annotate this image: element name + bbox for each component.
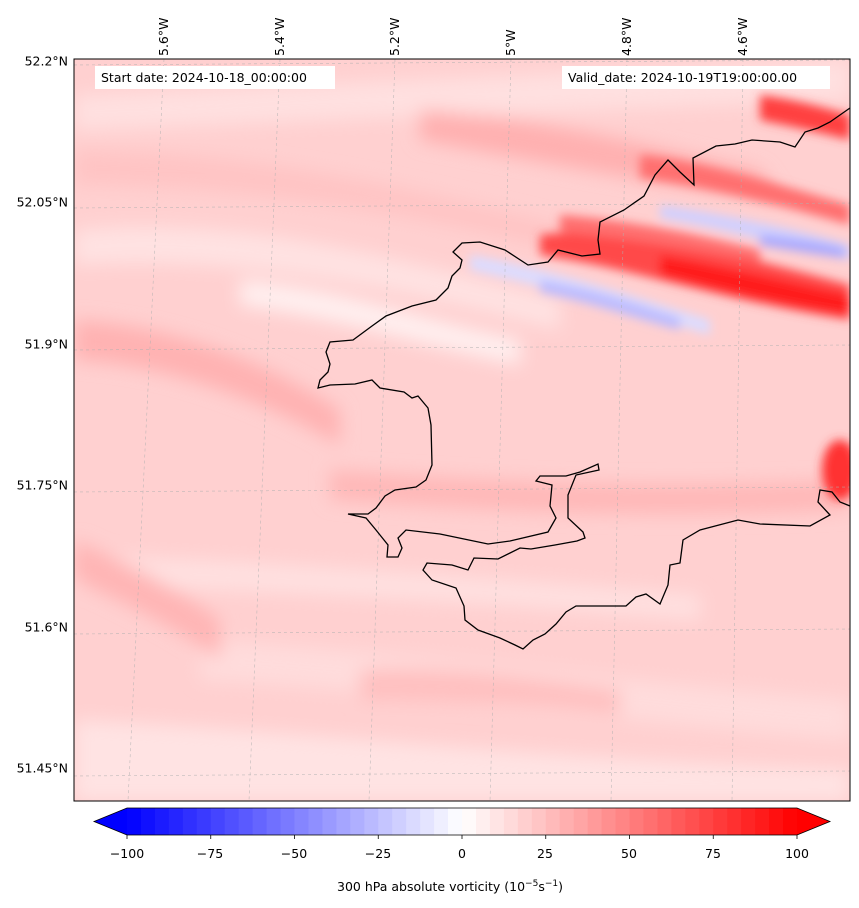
colorbar-segment: [783, 808, 798, 835]
colorbar-segment: [573, 808, 589, 835]
colorbar: [92, 807, 832, 839]
colorbar-segment: [350, 808, 365, 835]
colorbar-segment: [448, 808, 463, 835]
lon-label: 4.6°W: [735, 17, 750, 57]
colorbar-segment: [769, 808, 784, 835]
colorbar-segment: [127, 808, 142, 835]
colorbar-segment: [210, 808, 226, 835]
colorbar-segment: [755, 808, 770, 835]
colorbar-tick-label: 0: [458, 846, 466, 861]
colorbar-segment: [545, 808, 561, 835]
valid-date-label: Valid_date: 2024-10-19T19:00:00.00: [568, 70, 798, 85]
colorbar-segment: [322, 808, 337, 835]
colorbar-segment: [503, 808, 519, 835]
colorbar-segment: [713, 808, 728, 835]
start-date-label: Start date: 2024-10-18_00:00:00: [101, 70, 307, 85]
start-date-box: [95, 66, 335, 89]
vorticity-field: [74, 59, 850, 801]
colorbar-title-exp2: −1: [544, 879, 559, 889]
colorbar-tick-label: 75: [705, 846, 721, 861]
colorbar-segment: [601, 808, 617, 835]
lat-label: 51.9°N: [24, 336, 68, 352]
graticule: [74, 59, 850, 801]
lon-label: 5.2°W: [387, 17, 402, 57]
coastline: [317, 107, 850, 650]
colorbar-segment: [266, 808, 282, 835]
colorbar-segment: [392, 808, 407, 835]
lon-label: 5°W: [503, 29, 518, 56]
colorbar-segment: [182, 808, 198, 835]
colorbar-segment: [252, 808, 268, 835]
colorbar-extend-min: [94, 808, 127, 835]
colorbar-segment: [420, 808, 435, 835]
colorbar-segment: [434, 808, 449, 835]
colorbar-segment: [741, 808, 756, 835]
lat-label: 51.75°N: [16, 477, 68, 493]
colorbar-segment: [462, 808, 477, 835]
colorbar-segment: [406, 808, 421, 835]
colorbar-segment: [699, 808, 714, 835]
colorbar-tick-label: −100: [109, 846, 145, 861]
colorbar-tick-label: 100: [785, 846, 809, 861]
colorbar-segment: [489, 808, 505, 835]
colorbar-segment: [336, 808, 351, 835]
lat-label: 52.05°N: [16, 194, 68, 210]
colorbar-segment: [517, 808, 533, 835]
colorbar-segment: [685, 808, 700, 835]
colorbar-segment: [727, 808, 742, 835]
colorbar-extend-max: [797, 808, 830, 835]
colorbar-tick-label: −75: [196, 846, 224, 861]
colorbar-segment: [615, 808, 631, 835]
axes-frame: [73, 58, 851, 802]
lat-label: 52.2°N: [24, 53, 68, 69]
colorbar-segment: [294, 808, 310, 835]
colorbar-segment: [629, 808, 645, 835]
colorbar-segment: [587, 808, 603, 835]
colorbar-segment: [196, 808, 212, 835]
colorbar-segment: [140, 808, 156, 835]
colorbar-segment: [154, 808, 170, 835]
colorbar-title-exp1: −5: [525, 879, 539, 889]
colorbar-title: 300 hPa absolute vorticity (10−5s−1): [337, 879, 563, 894]
colorbar-segment: [308, 808, 324, 835]
colorbar-tick-label: 50: [621, 846, 637, 861]
colorbar-tick-label: −25: [364, 846, 392, 861]
valid-date-box: [562, 66, 830, 89]
colorbar-segment: [531, 808, 547, 835]
colorbar-title-text: 300 hPa absolute vorticity (10: [337, 879, 526, 895]
colorbar-title-mid: s: [538, 879, 545, 895]
colorbar-tick-label: 25: [537, 846, 553, 861]
colorbar-segment: [364, 808, 379, 835]
colorbar-segment: [671, 808, 686, 835]
colorbar-segment: [168, 808, 184, 835]
colorbar-segment: [238, 808, 254, 835]
colorbar-segment: [378, 808, 393, 835]
lon-label: 5.6°W: [156, 17, 171, 57]
colorbar-segment: [224, 808, 240, 835]
colorbar-segment: [657, 808, 672, 835]
lat-label: 51.6°N: [24, 619, 68, 635]
colorbar-segment: [475, 808, 491, 835]
lon-label: 5.4°W: [272, 17, 287, 57]
colorbar-segment: [643, 808, 659, 835]
colorbar-title-end: ): [558, 879, 564, 895]
colorbar-segment: [280, 808, 296, 835]
lon-label: 4.8°W: [619, 17, 634, 57]
colorbar-tick-label: −50: [280, 846, 308, 861]
lat-label: 51.45°N: [16, 760, 68, 776]
colorbar-segment: [559, 808, 575, 835]
